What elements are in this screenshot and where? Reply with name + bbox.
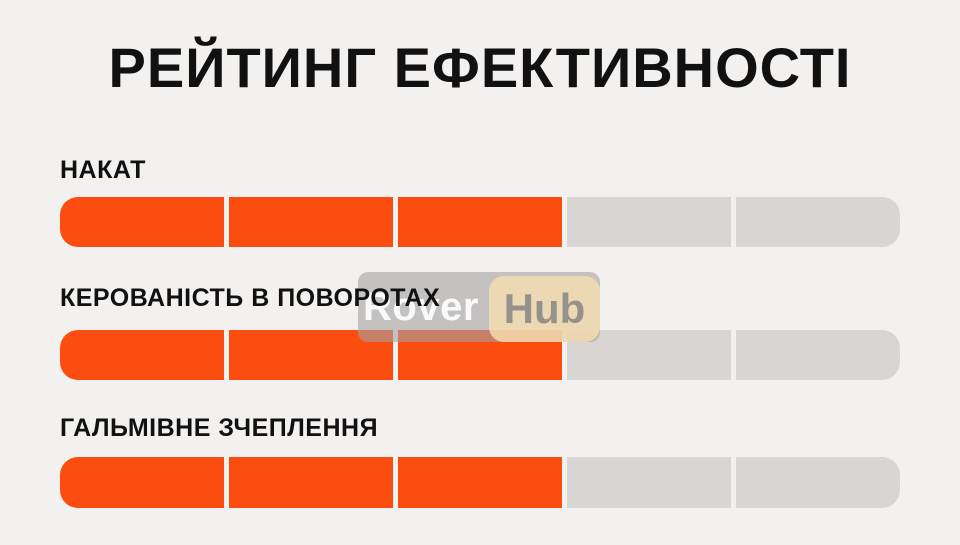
rating-row: НАКАТ [60, 157, 900, 247]
segment-filled [398, 457, 562, 508]
segment-empty [736, 197, 900, 247]
segment-filled [60, 197, 224, 247]
segment-filled [229, 330, 393, 380]
segment-filled [229, 457, 393, 508]
rating-row: КЕРОВАНІСТЬ В ПОВОРОТАХ [60, 285, 900, 380]
segment-empty [736, 330, 900, 380]
segment-empty [736, 457, 900, 508]
rating-row: ГАЛЬМІВНЕ ЗЧЕПЛЕННЯ [60, 415, 900, 508]
rating-rows: НАКАТ КЕРОВАНІСТЬ В ПОВОРОТАХ ГАЛЬМІВНЕ … [60, 157, 900, 508]
rating-label: НАКАТ [60, 156, 146, 184]
rating-bar [60, 197, 900, 247]
rating-bar [60, 330, 900, 380]
segment-filled [398, 197, 562, 247]
rating-label: ГАЛЬМІВНЕ ЗЧЕПЛЕННЯ [60, 414, 379, 442]
rating-label: КЕРОВАНІСТЬ В ПОВОРОТАХ [60, 284, 441, 312]
page-title: РЕЙТИНГ ЕФЕКТИВНОСТІ [108, 36, 852, 99]
segment-filled [398, 330, 562, 380]
segment-empty [567, 197, 731, 247]
rating-bar [60, 457, 900, 508]
rating-page: РЕЙТИНГ ЕФЕКТИВНОСТІ НАКАТ КЕРОВАНІСТЬ В… [0, 36, 960, 545]
segment-empty [567, 457, 731, 508]
segment-filled [60, 330, 224, 380]
segment-empty [567, 330, 731, 380]
segment-filled [229, 197, 393, 247]
segment-filled [60, 457, 224, 508]
